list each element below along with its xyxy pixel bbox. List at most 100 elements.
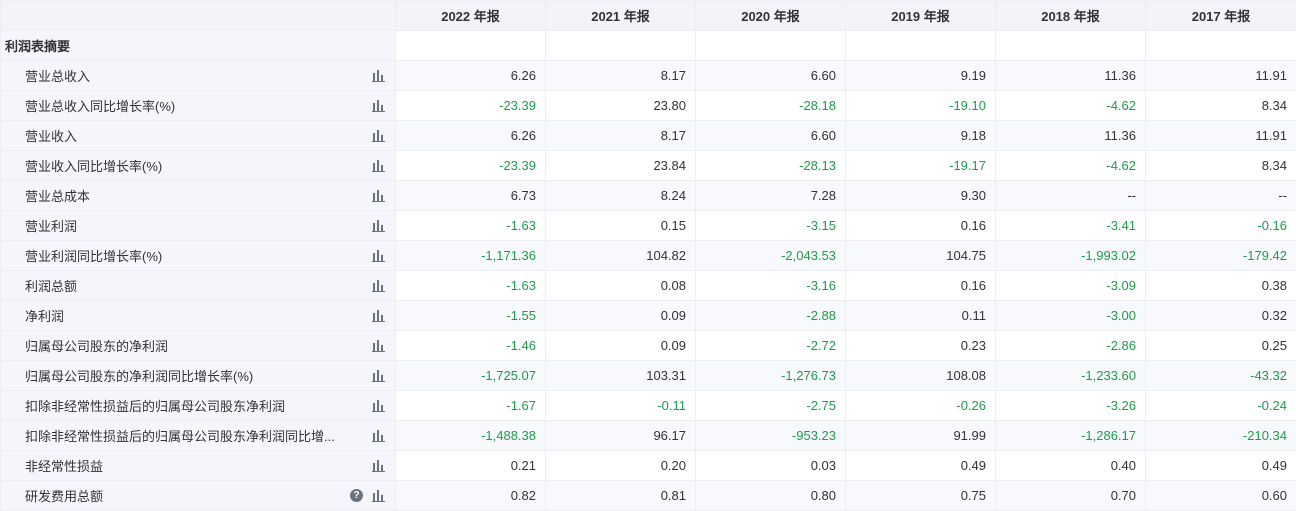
value-cell: 103.31 [545,360,696,391]
table-row[interactable]: 扣除非经常性损益后的归属母公司股东净利润 -1.67 -0.11 -2.75 -0.26… [0,390,1296,421]
value-cell: -1,233.60 [995,360,1146,391]
row-label-cell: 利润总额 [0,270,396,301]
bar-chart-icon[interactable] [372,159,385,172]
bar-chart-icon[interactable] [372,99,385,112]
table-row[interactable]: 营业总成本 6.73 8.24 7.28 9.30 -- -- [0,180,1296,211]
value-cell: 108.08 [845,360,996,391]
bar-chart-icon[interactable] [372,309,385,322]
table-row[interactable]: 营业总收入 6.26 8.17 6.60 9.19 11.36 11.91 [0,60,1296,91]
row-label: 营业利润 [25,219,78,234]
bar-chart-icon[interactable] [372,339,385,352]
row-label-cell: 营业收入 [0,120,396,151]
table-row[interactable]: 营业收入同比增长率(%) -23.39 23.84 -28.13 -19.17 -4.62… [0,150,1296,181]
empty-cell [695,30,846,61]
value-cell: -0.11 [545,390,696,421]
value-cell: 9.19 [845,60,996,91]
value-cell: 0.70 [995,480,1146,511]
year-header[interactable]: 2018 年报 [995,0,1146,31]
value-cell: 0.23 [845,330,996,361]
table-row[interactable]: 营业总收入同比增长率(%) -23.39 23.80 -28.18 -19.10 -4.6… [0,90,1296,121]
year-header[interactable]: 2022 年报 [395,0,546,31]
value-cell: 0.40 [995,450,1146,481]
table-row[interactable]: 非经常性损益 0.21 0.20 0.03 0.49 0.40 0.49 [0,450,1296,481]
bar-chart-icon[interactable] [372,459,385,472]
value-cell: -3.26 [995,390,1146,421]
row-label: 营业收入同比增长率(%) [25,159,163,174]
table-row[interactable]: 营业利润 -1.63 0.15 -3.15 0.16 -3.41 -0.16 [0,210,1296,241]
value-cell: 0.75 [845,480,996,511]
empty-cell [395,30,546,61]
year-header[interactable]: 2019 年报 [845,0,996,31]
value-cell: 0.09 [545,300,696,331]
row-label: 营业收入 [25,129,78,144]
table-row[interactable]: 研发费用总额? 0.82 0.81 0.80 0.75 0.70 0.60 [0,480,1296,511]
table-row[interactable]: 扣除非经常性损益后的归属母公司股东净利润同比增... -1,488.38 96.17… [0,420,1296,451]
section-row: 利润表摘要 [0,30,1296,61]
value-cell: 0.32 [1145,300,1296,331]
empty-cell [845,30,996,61]
year-header[interactable]: 2021 年报 [545,0,696,31]
table-row[interactable]: 归属母公司股东的净利润 -1.46 0.09 -2.72 0.23 -2.86 0.25 [0,330,1296,361]
value-cell: 91.99 [845,420,996,451]
row-label: 非经常性损益 [25,459,104,474]
value-cell: -2.86 [995,330,1146,361]
value-cell: -19.17 [845,150,996,181]
bar-chart-icon[interactable] [372,249,385,262]
section-title: 利润表摘要 [0,30,396,61]
value-cell: -23.39 [395,150,546,181]
bar-chart-icon[interactable] [372,69,385,82]
bar-chart-icon[interactable] [372,219,385,232]
row-label-cell: 营业利润 [0,210,396,241]
header-row: 2022 年报 2021 年报 2020 年报 2019 年报 2018 年报 … [0,0,1296,31]
row-label: 营业利润同比增长率(%) [25,249,163,264]
table-row[interactable]: 营业收入 6.26 8.17 6.60 9.18 11.36 11.91 [0,120,1296,151]
value-cell: -1,276.73 [695,360,846,391]
value-cell: 0.82 [395,480,546,511]
value-cell: 9.30 [845,180,996,211]
table-row[interactable]: 营业利润同比增长率(%) -1,171.36 104.82 -2,043.53 104.… [0,240,1296,271]
value-cell: 0.60 [1145,480,1296,511]
value-cell: 0.15 [545,210,696,241]
row-label-cell: 归属母公司股东的净利润同比增长率(%) [0,360,396,391]
value-cell: 6.60 [695,60,846,91]
table-row[interactable]: 归属母公司股东的净利润同比增长率(%) -1,725.07 103.31 -1,276… [0,360,1296,391]
value-cell: -1.55 [395,300,546,331]
value-cell: 0.38 [1145,270,1296,301]
value-cell: 0.25 [1145,330,1296,361]
value-cell: -23.39 [395,90,546,121]
help-icon[interactable]: ? [350,489,363,502]
value-cell: -1,725.07 [395,360,546,391]
bar-chart-icon[interactable] [372,399,385,412]
bar-chart-icon[interactable] [372,489,385,502]
value-cell: -3.15 [695,210,846,241]
value-cell: -2.88 [695,300,846,331]
empty-cell [545,30,696,61]
row-label-cell: 归属母公司股东的净利润 [0,330,396,361]
value-cell: -1,993.02 [995,240,1146,271]
value-cell: -1.63 [395,210,546,241]
table-row[interactable]: 净利润 -1.55 0.09 -2.88 0.11 -3.00 0.32 [0,300,1296,331]
table-row[interactable]: 利润总额 -1.63 0.08 -3.16 0.16 -3.09 0.38 [0,270,1296,301]
row-label: 营业总成本 [25,189,91,204]
row-label: 归属母公司股东的净利润同比增长率(%) [25,369,254,384]
row-label-cell: 研发费用总额? [0,480,396,511]
value-cell: 8.34 [1145,90,1296,121]
value-cell: 0.81 [545,480,696,511]
bar-chart-icon[interactable] [372,279,385,292]
row-label-cell: 营业总成本 [0,180,396,211]
value-cell: 8.17 [545,120,696,151]
value-cell: -3.09 [995,270,1146,301]
value-cell: 0.49 [845,450,996,481]
row-label-cell: 净利润 [0,300,396,331]
value-cell: -28.13 [695,150,846,181]
bar-chart-icon[interactable] [372,429,385,442]
value-cell: 0.21 [395,450,546,481]
row-label-cell: 扣除非经常性损益后的归属母公司股东净利润 [0,390,396,421]
value-cell: -1.46 [395,330,546,361]
bar-chart-icon[interactable] [372,129,385,142]
bar-chart-icon[interactable] [372,189,385,202]
year-header[interactable]: 2017 年报 [1145,0,1296,31]
bar-chart-icon[interactable] [372,369,385,382]
year-header[interactable]: 2020 年报 [695,0,846,31]
row-label: 扣除非经常性损益后的归属母公司股东净利润同比增... [25,429,335,444]
